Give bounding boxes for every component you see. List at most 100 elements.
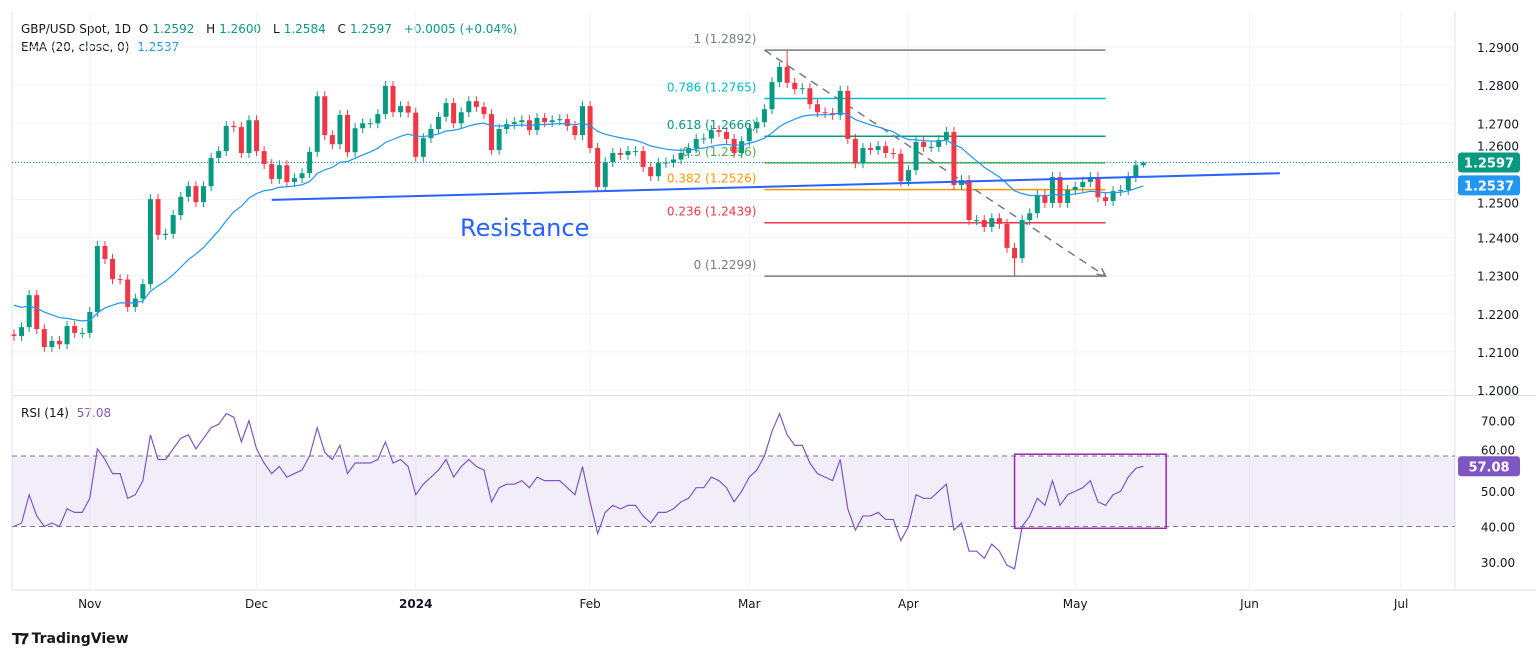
candle [1080, 177, 1086, 192]
candle [633, 146, 639, 157]
time-tick-label: Mar [738, 597, 761, 611]
candle-body [595, 148, 601, 187]
candle-body [837, 90, 843, 115]
price-tick-label: 1.2100 [1477, 346, 1519, 360]
candle-body [163, 233, 169, 235]
candle [79, 327, 85, 338]
candle [1133, 160, 1139, 182]
candle [549, 115, 555, 128]
candle-body [989, 218, 995, 227]
candle-body [231, 125, 237, 128]
candle-body [140, 284, 146, 299]
time-tick-label: Apr [898, 597, 919, 611]
candle-body [913, 141, 919, 171]
candle-body [769, 82, 775, 110]
candle [1004, 218, 1010, 253]
candle-body [754, 122, 760, 129]
candle-body [1019, 220, 1025, 259]
fib-level-label: 0.5 (1.2596) [682, 145, 756, 159]
price-tick-label: 1.2600 [1477, 140, 1519, 154]
candle [238, 122, 244, 158]
candle-body [110, 258, 116, 280]
time-tick-label: Jul [1393, 597, 1408, 611]
candle-body [291, 178, 297, 182]
candle [837, 85, 843, 120]
candle [1065, 185, 1071, 208]
time-tick-label: Dec [245, 597, 268, 611]
candle-body [875, 146, 881, 150]
candle [473, 96, 479, 112]
rsi-tick-label: 60.00 [1481, 443, 1515, 457]
candle [777, 61, 783, 88]
candle [163, 228, 169, 240]
candle [504, 119, 510, 134]
candle [989, 213, 995, 232]
candle-body [511, 122, 517, 125]
candle-body [87, 311, 93, 333]
candle [11, 329, 17, 341]
candle [276, 160, 282, 184]
candle-body [345, 114, 351, 153]
candle-body [633, 151, 639, 153]
candle [1118, 185, 1124, 197]
close-value: 1.2597 [349, 22, 392, 36]
resistance-label: Resistance [460, 214, 589, 242]
candle-body [375, 114, 381, 124]
candle [367, 118, 373, 129]
low-label: L [273, 22, 280, 36]
candle-body [1087, 177, 1093, 182]
candle [64, 321, 70, 350]
candle [201, 181, 206, 208]
tradingview-branding[interactable]: T𝟕 TradingView [12, 630, 129, 648]
price-tick-label: 1.2400 [1477, 232, 1519, 246]
candle [1057, 172, 1063, 208]
candle [307, 146, 313, 179]
candle [382, 80, 388, 120]
candle [943, 127, 949, 146]
candle [822, 107, 828, 118]
symbol-legend: GBP/USD Spot, 1D O 1.2592 H 1.2600 L 1.2584… [21, 22, 521, 36]
candle-body [322, 96, 328, 136]
candle-body [1118, 189, 1124, 192]
candle [1019, 215, 1025, 264]
candle-body [238, 127, 244, 154]
candle [147, 194, 153, 290]
open-label: O [138, 22, 149, 36]
candle-body [504, 124, 510, 129]
candle [761, 104, 767, 128]
candle-body [1133, 165, 1139, 178]
candle-body [610, 153, 616, 163]
candle [360, 118, 366, 134]
candle [792, 77, 798, 94]
rsi-highlight-box [1013, 453, 1167, 530]
candle-body [420, 138, 426, 157]
candle [435, 111, 441, 134]
candle-body [314, 96, 320, 152]
time-tick-label: 2024 [399, 597, 432, 611]
candle-body [701, 138, 707, 140]
candle-body [102, 245, 108, 259]
candle-body [693, 138, 699, 149]
candle [269, 159, 275, 184]
candle-body [1110, 191, 1116, 202]
candle [390, 80, 396, 118]
candle [322, 91, 328, 141]
resistance-line [271, 172, 1280, 201]
candle-body [276, 165, 282, 179]
candle-body [193, 186, 199, 203]
candle-body [1125, 177, 1131, 190]
branding-text: TradingView [31, 631, 129, 647]
candle [223, 120, 229, 157]
candle-body [587, 106, 593, 149]
candle-body [974, 220, 980, 222]
candle [216, 146, 222, 163]
candle [110, 253, 116, 285]
candle [974, 215, 980, 226]
candle-body [254, 120, 260, 152]
candle-body [1004, 223, 1010, 248]
candle-body [1065, 189, 1071, 203]
candle-body [216, 151, 222, 158]
rsi-label: RSI (14) [21, 406, 69, 420]
candle [701, 133, 707, 144]
